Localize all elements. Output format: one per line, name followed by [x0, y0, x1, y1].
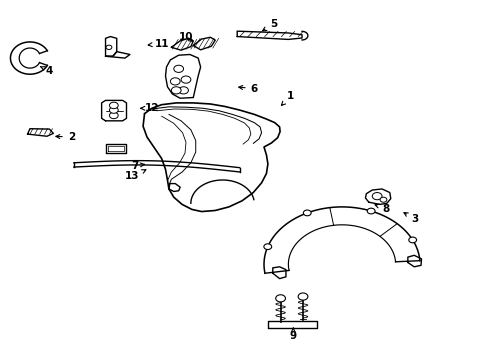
Text: 5: 5 [262, 19, 277, 31]
Circle shape [173, 65, 183, 72]
Polygon shape [264, 207, 419, 273]
Polygon shape [267, 320, 316, 328]
Text: 1: 1 [281, 91, 294, 105]
Polygon shape [272, 267, 285, 279]
Circle shape [181, 76, 190, 83]
Text: 9: 9 [289, 328, 296, 341]
Text: 3: 3 [403, 213, 418, 224]
Circle shape [275, 295, 285, 302]
Text: 6: 6 [238, 84, 257, 94]
Text: 7: 7 [131, 161, 144, 171]
Polygon shape [365, 189, 390, 204]
Polygon shape [105, 51, 130, 58]
Circle shape [109, 107, 118, 113]
Circle shape [178, 87, 188, 94]
Polygon shape [237, 31, 302, 40]
Text: 13: 13 [125, 170, 145, 181]
Polygon shape [102, 100, 126, 121]
Text: 4: 4 [41, 66, 53, 76]
Circle shape [264, 244, 271, 249]
Polygon shape [27, 129, 53, 136]
Text: 11: 11 [148, 39, 168, 49]
Polygon shape [193, 37, 215, 50]
Circle shape [109, 112, 118, 119]
Circle shape [170, 78, 180, 85]
Circle shape [171, 87, 181, 94]
Circle shape [109, 102, 118, 109]
Circle shape [408, 237, 416, 243]
Polygon shape [105, 37, 117, 56]
Text: 10: 10 [179, 32, 193, 41]
Polygon shape [171, 39, 193, 50]
Circle shape [371, 193, 381, 200]
Polygon shape [10, 42, 47, 74]
Polygon shape [165, 54, 200, 98]
Polygon shape [407, 255, 421, 267]
Text: 2: 2 [56, 132, 75, 142]
Polygon shape [143, 103, 280, 212]
Text: 12: 12 [141, 103, 159, 113]
Text: 8: 8 [374, 204, 389, 214]
Circle shape [366, 208, 374, 214]
Circle shape [106, 45, 112, 49]
Polygon shape [168, 184, 180, 192]
Circle shape [379, 197, 386, 202]
Circle shape [298, 293, 307, 300]
Circle shape [303, 210, 310, 216]
Polygon shape [105, 144, 126, 153]
